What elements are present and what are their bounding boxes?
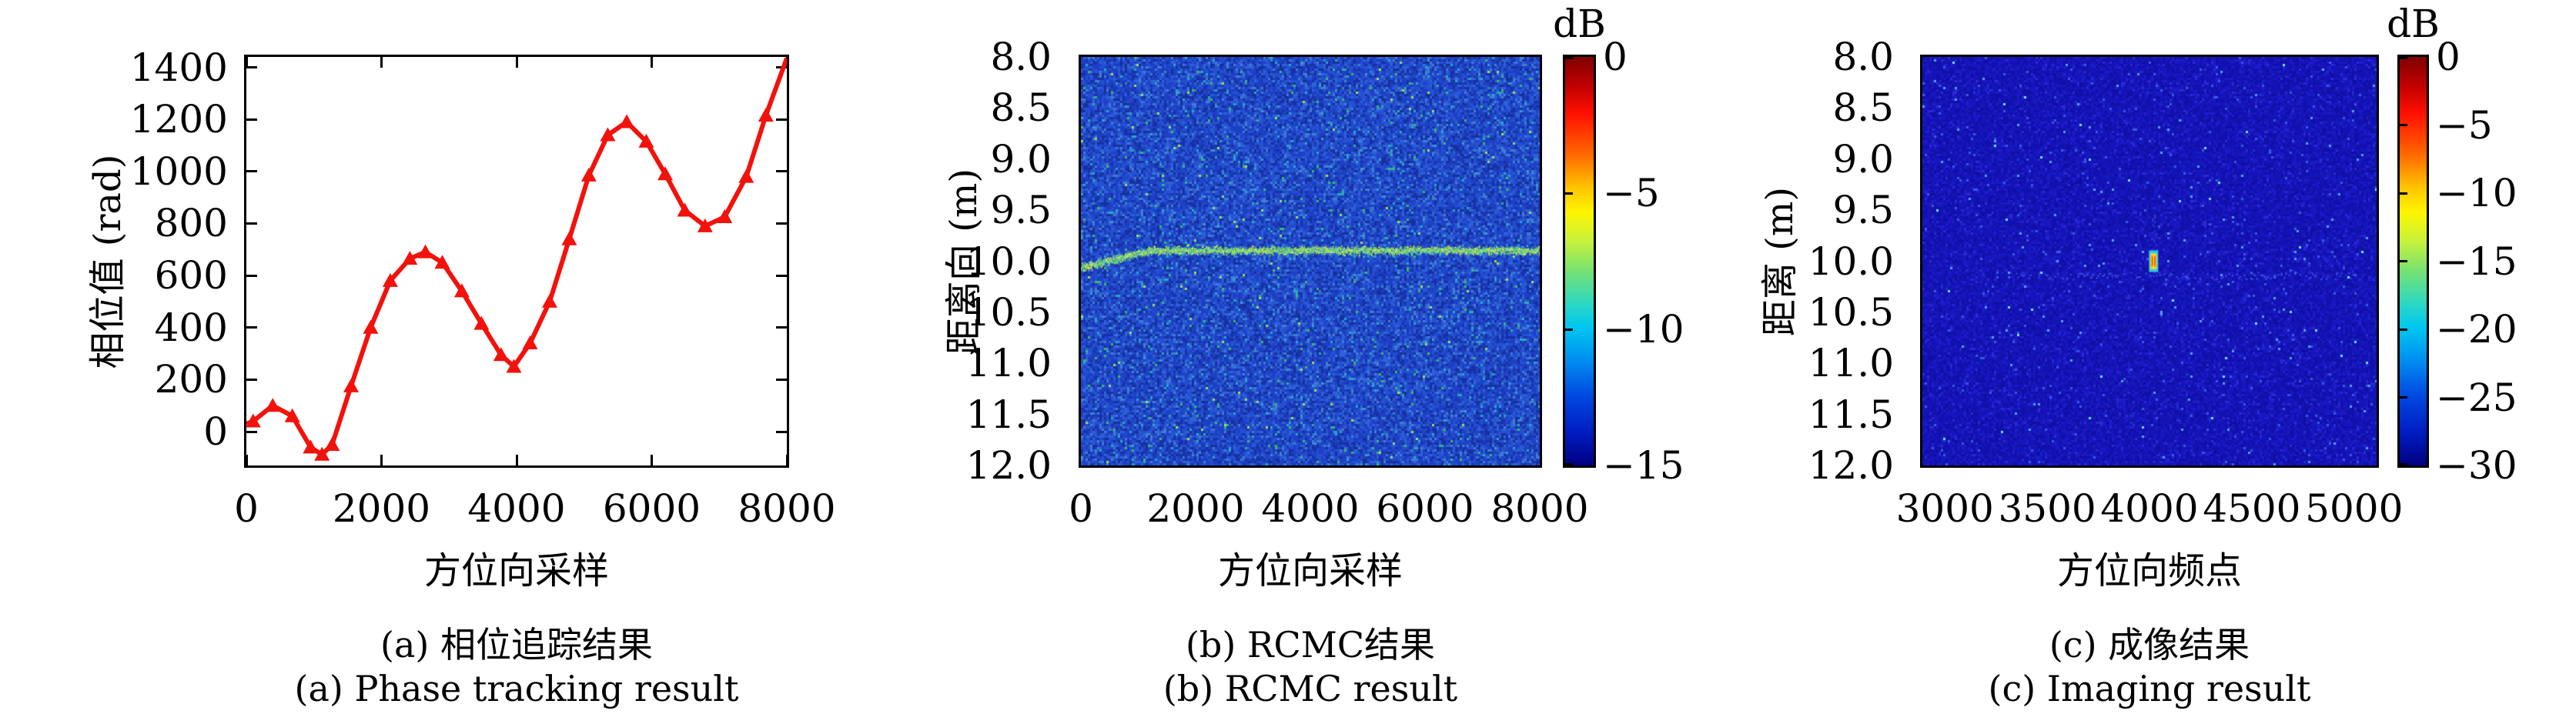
phase-line-plot (246, 57, 787, 465)
caption-zh: (c) 成像结果 (1803, 627, 2496, 662)
y-tick-label: 1400 (28, 48, 228, 87)
colorbar-tick-label: −30 (2436, 446, 2576, 485)
caption-en: (b) RCMC result (964, 671, 1657, 706)
caption-en: (a) Phase tracking result (170, 671, 863, 706)
colorbar-b (1565, 57, 1594, 465)
x-axis-label: 方位向频点 (1803, 552, 2496, 589)
data-point-marker (418, 245, 433, 259)
y-tick-label: 12.0 (851, 446, 1052, 485)
colorbar-tick-label: −5 (2436, 106, 2576, 145)
y-axis-label: 距离向 (m) (945, 168, 982, 355)
colorbar-tick (2400, 329, 2407, 331)
y-tick-label: 11.5 (851, 395, 1052, 434)
x-axis-label: 方位向采样 (964, 552, 1657, 589)
data-point-marker (324, 437, 340, 451)
caption-zh: (a) 相位追踪结果 (170, 627, 863, 662)
x-axis-label: 方位向采样 (170, 552, 863, 589)
data-point-marker (619, 115, 634, 128)
heatmap-c (1922, 57, 2377, 465)
colorbar-tick (1565, 192, 1573, 195)
colorbar-tick (2400, 192, 2407, 195)
colorbar-tick-label: −10 (2436, 174, 2576, 212)
phase-curve (246, 58, 787, 455)
colorbar-tick-label: −25 (2436, 379, 2576, 417)
colorbar-tick (2400, 396, 2407, 399)
colorbar-tick (2400, 463, 2407, 465)
y-tick-label: 11.5 (1694, 395, 1894, 434)
heatmap-b (1081, 57, 1540, 465)
data-point-marker (738, 169, 754, 183)
colorbar-tick (1565, 57, 1573, 59)
y-tick-label: 12.0 (1694, 446, 1894, 485)
colorbar-tick-label: 0 (2436, 38, 2576, 76)
y-tick-label: 8.0 (1694, 38, 1894, 76)
colorbar-tick (1565, 463, 1573, 465)
y-tick-label: 1200 (28, 100, 228, 138)
y-tick-label: 8.5 (851, 88, 1052, 127)
data-point-marker (758, 108, 774, 122)
data-point-marker (343, 379, 359, 392)
x-tick-label: 5000 (2262, 489, 2447, 528)
colorbar-tick-label: −20 (2436, 310, 2576, 349)
sar-results-figure: 0 2000 4000 6000 8000 0 200 400 600 800 1000 1200 14… (0, 0, 2576, 724)
data-point-marker (265, 398, 280, 412)
y-tick-label: 0 (28, 412, 228, 451)
data-point-marker (523, 335, 538, 349)
caption-zh: (b) RCMC结果 (964, 627, 1657, 662)
x-tick-label: 8000 (694, 489, 879, 528)
colorbar-tick (2400, 260, 2407, 262)
data-point-marker (542, 294, 557, 308)
x-tick-label: 8000 (1447, 489, 1632, 528)
y-tick-label: 8.0 (851, 38, 1052, 76)
y-axis-label: 距离 (m) (1761, 187, 1798, 336)
data-point-marker (561, 232, 577, 245)
colorbar-tick-label: −15 (2436, 242, 2576, 281)
colorbar-tick (1565, 329, 1573, 331)
caption-en: (c) Imaging result (1803, 671, 2496, 706)
colorbar-tick (2400, 124, 2407, 126)
y-tick-label: 8.5 (1694, 88, 1894, 127)
data-point-marker (363, 320, 378, 334)
y-axis-label: 相位值 (rad) (89, 154, 126, 369)
y-tick-label: 11.0 (1694, 344, 1894, 382)
y-tick-label: 9.0 (1694, 140, 1894, 178)
colorbar-tick (2400, 57, 2407, 59)
data-point-marker (581, 168, 597, 182)
